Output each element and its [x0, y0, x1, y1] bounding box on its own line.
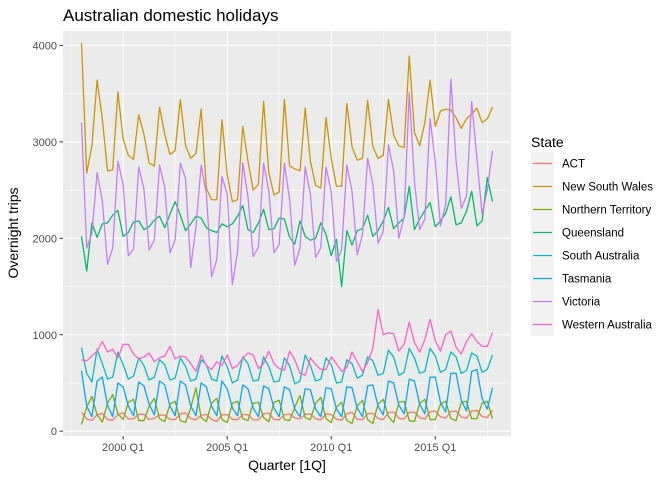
chart-title: Australian domestic holidays	[63, 6, 278, 25]
legend-label-tasmania: Tasmania	[562, 274, 612, 286]
legend: State ACT New South Wales Northern Territo…	[531, 134, 653, 336]
series-line-new-south-wales	[80, 43, 494, 203]
legend-label-northern-territory: Northern Territory	[562, 205, 652, 217]
legend-label-act: ACT	[562, 159, 585, 171]
legend-title: State	[531, 134, 564, 150]
y-tick-label: 3000	[33, 137, 57, 149]
plot-panel	[63, 31, 511, 436]
series-line-victoria	[80, 78, 494, 286]
series-line-western-australia	[81, 309, 494, 376]
x-tick-label: 2010 Q1	[310, 442, 352, 454]
legend-label-western-australia: Western Australia	[562, 320, 653, 332]
x-axis-ticks: 2000 Q1 2005 Q1 2010 Q1 2015 Q1	[102, 436, 456, 454]
series-line-tasmania	[80, 368, 494, 418]
x-axis-title: Quarter [1Q]	[248, 457, 326, 473]
y-axis-ticks: 0 1000 2000 3000 4000	[33, 40, 63, 438]
x-tick-label: 2015 Q1	[414, 442, 456, 454]
legend-label-victoria: Victoria	[562, 297, 601, 309]
y-tick-label: 1000	[33, 330, 57, 342]
series-line-act	[80, 409, 494, 422]
y-axis-title: Overnight trips	[5, 187, 21, 278]
y-tick-label: 0	[51, 426, 57, 438]
legend-label-south-australia: South Australia	[562, 251, 640, 263]
x-tick-label: 2005 Q1	[206, 442, 248, 454]
legend-items: ACT New South Wales Northern Territory Quee…	[531, 152, 653, 336]
legend-label-queensland: Queensland	[562, 228, 624, 240]
y-tick-label: 4000	[33, 40, 57, 52]
series-line-queensland	[80, 176, 494, 288]
x-tick-label: 2000 Q1	[102, 442, 144, 454]
legend-label-new-south-wales: New South Wales	[562, 182, 653, 194]
y-tick-label: 2000	[33, 233, 57, 245]
series-lines	[80, 43, 494, 425]
gridlines	[63, 31, 511, 436]
